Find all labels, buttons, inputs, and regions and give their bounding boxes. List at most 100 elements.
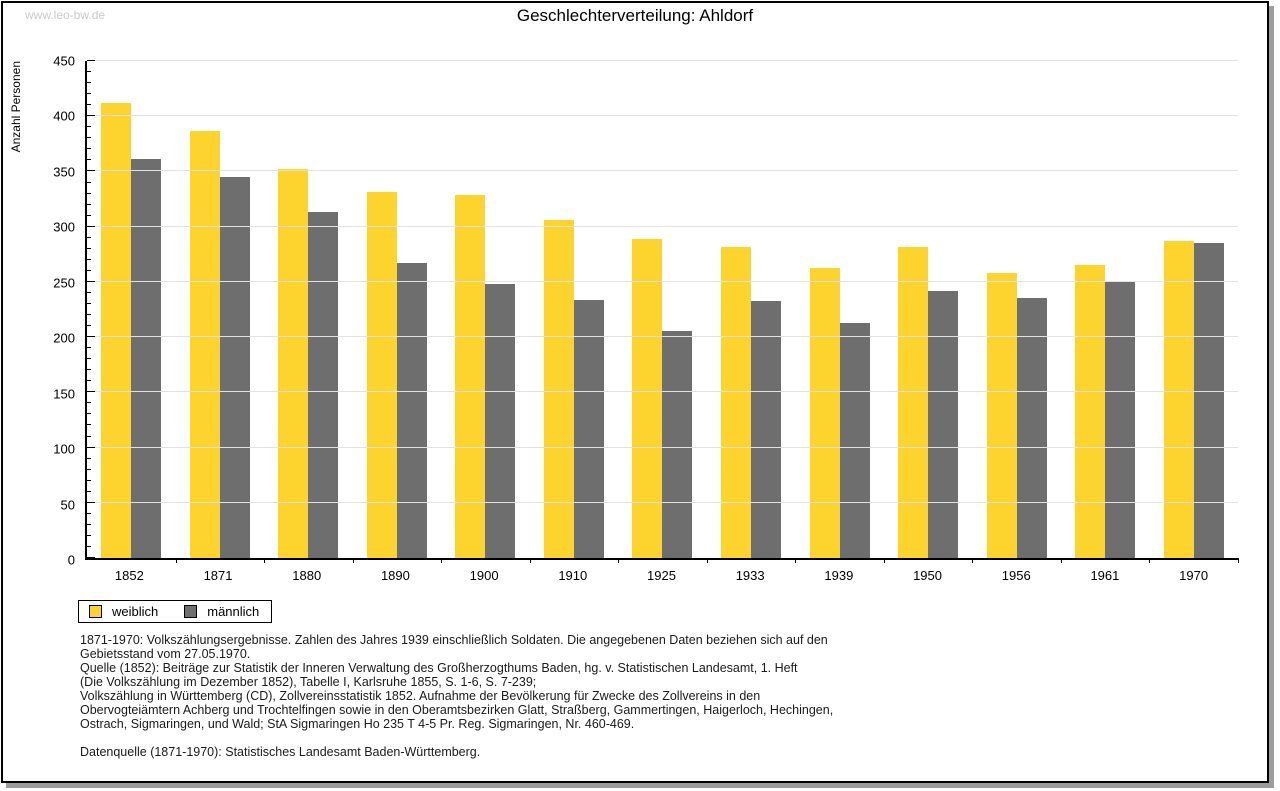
footer-line-5: Volkszählung in Württemberg (CD), Zollve… xyxy=(80,689,761,703)
y-tick-190 xyxy=(87,347,91,349)
bar-weiblich-1939 xyxy=(809,267,840,558)
bar-group-1933 xyxy=(707,61,796,558)
bar-group-1970 xyxy=(1149,61,1238,558)
bar-weiblich-1871 xyxy=(189,130,220,558)
y-tick-350 xyxy=(87,170,95,172)
bar-männlich-1933 xyxy=(750,300,781,558)
footer-notes: 1871-1970: Volkszählungsergebnisse. Zahl… xyxy=(80,633,833,759)
x-label-1871: 1871 xyxy=(203,568,233,583)
y-tick-label-100: 100 xyxy=(53,441,75,457)
gridline-100 xyxy=(87,446,1238,448)
y-axis-tick-labels: 0 50 100 150 200 250 300 350 400 450 xyxy=(3,54,75,568)
bar-weiblich-1950 xyxy=(898,246,929,558)
bar-groups xyxy=(87,61,1238,558)
y-tick-80 xyxy=(87,468,91,470)
y-tick-270 xyxy=(87,258,91,260)
y-tick-0 xyxy=(87,557,95,558)
x-label-1961: 1961 xyxy=(1090,568,1120,583)
y-tick-450 xyxy=(87,60,95,61)
y-tick-label-0: 0 xyxy=(67,552,75,568)
bar-weiblich-1890 xyxy=(366,192,397,558)
gridline-350 xyxy=(87,170,1238,172)
y-tick-110 xyxy=(87,435,91,437)
legend-label-männlich: männlich xyxy=(207,604,260,619)
y-tick-label-50: 50 xyxy=(60,497,75,513)
bar-männlich-1890 xyxy=(396,263,427,558)
y-tick-100 xyxy=(87,446,95,448)
plot-area xyxy=(85,60,1239,563)
x-boundary-tick-5 xyxy=(529,558,531,563)
legend-label-weiblich: weiblich xyxy=(112,604,159,619)
bar-männlich-1950 xyxy=(928,290,959,558)
footer-line-7: Ostrach, Sigmaringen, und Wald; StA Sigm… xyxy=(80,717,635,731)
bar-männlich-1910 xyxy=(573,299,604,558)
y-tick-210 xyxy=(87,325,91,327)
y-tick-250 xyxy=(87,280,95,282)
y-tick-120 xyxy=(87,424,91,426)
x-boundary-tick-end xyxy=(1238,558,1239,563)
x-label-1950: 1950 xyxy=(913,568,942,583)
y-tick-10 xyxy=(87,545,91,547)
x-label-1900: 1900 xyxy=(469,568,499,583)
bar-weiblich-1970 xyxy=(1163,241,1194,558)
y-tick-130 xyxy=(87,413,91,415)
y-tick-290 xyxy=(87,236,91,238)
x-boundary-tick-11 xyxy=(1060,558,1062,563)
x-label-1880: 1880 xyxy=(292,568,322,583)
x-boundary-tick-10 xyxy=(972,558,974,563)
legend-item-männlich: männlich xyxy=(184,604,259,619)
gridline-450 xyxy=(87,60,1238,61)
bar-weiblich-1961 xyxy=(1075,265,1106,558)
y-tick-180 xyxy=(87,358,91,360)
y-tick-310 xyxy=(87,214,91,216)
y-tick-label-300: 300 xyxy=(53,219,75,235)
gridline-50 xyxy=(87,501,1238,503)
x-boundary-tick-4 xyxy=(441,558,443,563)
x-label-1925: 1925 xyxy=(647,568,676,583)
gridline-150 xyxy=(87,391,1238,393)
bar-männlich-1961 xyxy=(1105,281,1136,558)
y-tick-90 xyxy=(87,457,91,459)
y-tick-280 xyxy=(87,247,91,249)
bar-group-1961 xyxy=(1061,61,1150,558)
y-tick-390 xyxy=(87,126,91,128)
x-label-1933: 1933 xyxy=(735,568,765,583)
y-tick-60 xyxy=(87,490,91,492)
bar-männlich-1956 xyxy=(1016,298,1047,558)
bar-männlich-1970 xyxy=(1193,243,1224,558)
x-boundary-tick-9 xyxy=(883,558,885,563)
x-boundary-tick-8 xyxy=(795,558,797,563)
bar-weiblich-1880 xyxy=(278,169,309,558)
bar-männlich-1871 xyxy=(219,176,250,558)
bar-group-1890 xyxy=(353,61,442,558)
y-tick-20 xyxy=(87,534,91,536)
footer-line-1: 1871-1970: Volkszählungsergebnisse. Zahl… xyxy=(80,633,828,647)
bar-männlich-1925 xyxy=(662,330,693,558)
chart-title: Geschlechterverteilung: Ahldorf xyxy=(516,6,754,25)
bar-weiblich-1910 xyxy=(543,220,574,558)
watermark: www.leo-bw.de xyxy=(25,8,106,22)
bar-männlich-1939 xyxy=(839,322,870,558)
gridline-300 xyxy=(87,225,1238,227)
y-tick-300 xyxy=(87,225,95,227)
gridline-200 xyxy=(87,336,1238,338)
footer-line-6: Obervogteiämtern Achberg und Trochtelfin… xyxy=(80,703,834,717)
x-boundary-tick-1 xyxy=(175,558,177,563)
bar-weiblich-1925 xyxy=(632,238,663,558)
x-boundary-tick-3 xyxy=(352,558,354,563)
x-axis-labels: 1852 1871 1880 1890 1900 1910 1925 1933 1939 1950… xyxy=(85,568,1238,583)
bar-group-1852 xyxy=(87,61,176,558)
y-tick-370 xyxy=(87,148,91,150)
bar-weiblich-1900 xyxy=(455,194,486,558)
y-tick-label-250: 250 xyxy=(53,275,75,291)
x-boundary-tick-6 xyxy=(618,558,620,563)
y-tick-430 xyxy=(87,82,91,84)
bar-männlich-1900 xyxy=(485,284,516,558)
x-label-1939: 1939 xyxy=(824,568,854,583)
y-tick-label-200: 200 xyxy=(53,330,75,346)
bar-weiblich-1852 xyxy=(101,102,132,558)
y-tick-170 xyxy=(87,369,91,371)
footer-line-4: (Die Volkszählung im Dezember 1852), Tab… xyxy=(80,675,537,689)
y-tick-label-400: 400 xyxy=(53,108,75,124)
y-tick-360 xyxy=(87,159,91,161)
